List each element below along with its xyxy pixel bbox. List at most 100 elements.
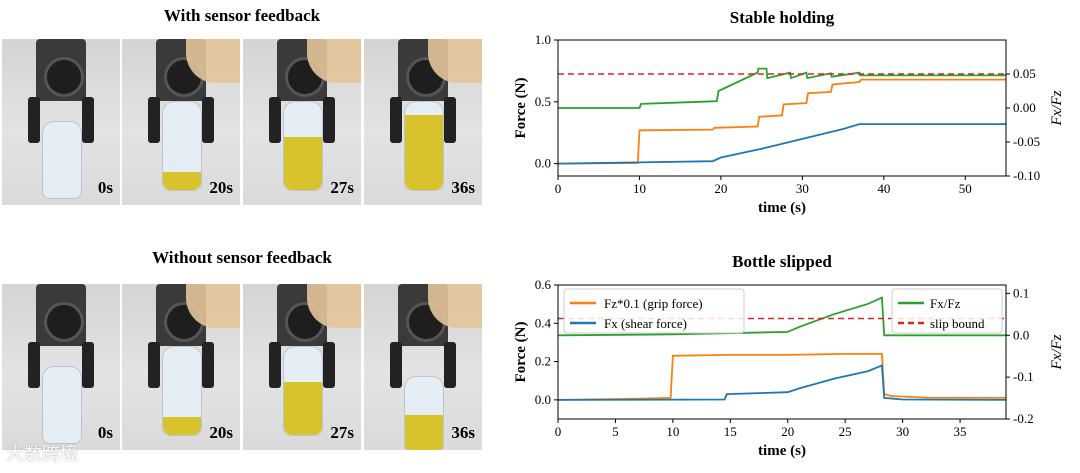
x-tick-label: 20 [781, 424, 794, 439]
top-photo-2: 27s [243, 39, 361, 205]
y-tick-label: 0.0 [535, 156, 551, 171]
plot-frame [557, 284, 1007, 420]
y-axis-label: Force (N) [513, 322, 529, 383]
legend-label: Fz*0.1 (grip force) [604, 296, 703, 311]
y-tick-label: 0.2 [535, 354, 551, 369]
photo-time-label: 27s [330, 423, 354, 442]
x-tick-label: 15 [724, 424, 737, 439]
gripper-finger-right [444, 97, 456, 143]
gripper-finger-left [269, 342, 281, 388]
x-tick-label: 25 [839, 424, 852, 439]
bottom-photo-2: 27s [243, 284, 361, 450]
y2-axis-label: Fx/Fz [1049, 90, 1065, 126]
bottom-photo-1: 20s [122, 284, 240, 450]
legend-left-box [563, 288, 745, 334]
bottle [283, 346, 323, 436]
y-tick-label: 0.6 [535, 277, 552, 292]
photo-time-label: 0s [97, 178, 113, 197]
bottle-liquid [163, 417, 201, 435]
x-tick-label: 50 [959, 181, 972, 196]
bottle [42, 121, 82, 199]
x-tick-label: 0 [555, 181, 562, 196]
y2-axis-label: Fx/Fz [1049, 334, 1065, 370]
gripper-finger-right [202, 97, 214, 143]
photo-time-label: 20s [209, 178, 233, 197]
y2-tick-label: -0.1 [1013, 369, 1034, 384]
x-axis-label: time (s) [758, 443, 806, 459]
y2-tick-label: 0.0 [1013, 327, 1029, 342]
y-tick-label: 0.0 [535, 392, 551, 407]
y2-tick-label: 0.1 [1013, 285, 1029, 300]
bottle [283, 101, 323, 191]
bottle-liquid [284, 137, 322, 190]
x-tick-label: 10 [666, 424, 679, 439]
legend-label: Fx (shear force) [604, 316, 687, 331]
bottom-photo-0: 0s [2, 284, 120, 450]
gripper-finger-left [390, 97, 402, 143]
bottle-liquid [405, 415, 443, 450]
bottle-liquid [405, 115, 443, 190]
gripper-finger-right [444, 342, 456, 388]
top-photo-0: 0s [2, 39, 120, 205]
gripper-finger-right [82, 342, 94, 388]
bottle [404, 101, 444, 191]
top-photo-3: 36s [364, 39, 482, 205]
robot-gripper [36, 39, 86, 101]
x-tick-label: 30 [896, 424, 909, 439]
photo-time-label: 36s [451, 423, 475, 442]
x-tick-label: 30 [796, 181, 809, 196]
watermark-text: 大数跨境 [6, 444, 78, 465]
gripper-finger-left [28, 97, 40, 143]
gripper-finger-right [323, 342, 335, 388]
series-line-2 [558, 67, 1006, 109]
bottle [42, 366, 82, 444]
x-tick-label: 5 [612, 424, 619, 439]
bottle-liquid [163, 172, 201, 190]
x-axis-label: time (s) [758, 200, 806, 216]
legend-label: slip bound [930, 316, 985, 331]
bottle-slipped-chart: Bottle slipped 0 5 10 15 20 25 30 35 0.0 0.2 0.4 0.6… [513, 252, 1065, 459]
bottle [404, 376, 444, 450]
bottle [162, 101, 202, 191]
top-photos-title: With sensor feedback [163, 6, 321, 25]
x-tick-label: 35 [954, 424, 967, 439]
bottom-photos-title: Without sensor feedback [152, 248, 332, 267]
bottle-liquid [284, 382, 322, 435]
legend-label: Fx/Fz [930, 296, 961, 311]
gripper-finger-left [390, 342, 402, 388]
gripper-finger-left [148, 342, 160, 388]
y2-tick-label: -0.05 [1013, 134, 1040, 149]
photo-time-label: 0s [97, 423, 113, 442]
x-tick-label: 10 [633, 181, 646, 196]
stable-holding-chart: Stable holding 0 10 20 30 40 50 0.0 0.5 1.0 0.05 0.… [513, 8, 1065, 216]
y-axis-label: Force (N) [513, 78, 529, 139]
y2-tick-label: -0.2 [1013, 411, 1034, 426]
x-tick-label: 20 [714, 181, 727, 196]
top-photo-1: 20s [122, 39, 240, 205]
y-tick-label: 0.5 [535, 94, 551, 109]
series-line-0 [557, 353, 1007, 401]
gripper-finger-left [148, 97, 160, 143]
y-tick-label: 0.4 [535, 315, 552, 330]
bottom-photo-3: 36s [364, 284, 482, 450]
gripper-finger-right [202, 342, 214, 388]
x-tick-label: 40 [877, 181, 890, 196]
x-tick-label: 0 [555, 424, 562, 439]
gripper-finger-left [269, 97, 281, 143]
y2-tick-label: 0.00 [1013, 100, 1036, 115]
bottle [162, 346, 202, 436]
y2-tick-label: -0.10 [1013, 168, 1040, 183]
chart-title: Bottle slipped [732, 252, 832, 271]
chart-title: Stable holding [730, 8, 835, 27]
y-tick-label: 1.0 [535, 32, 551, 47]
photo-time-label: 36s [451, 178, 475, 197]
series-line-0 [557, 78, 1006, 165]
y2-tick-label: 0.05 [1013, 66, 1036, 81]
gripper-finger-left [28, 342, 40, 388]
robot-gripper [36, 284, 86, 346]
photo-time-label: 20s [209, 423, 233, 442]
gripper-finger-right [323, 97, 335, 143]
gripper-finger-right [82, 97, 94, 143]
series-line-1 [557, 364, 1007, 401]
series-line-2 [557, 296, 1006, 337]
